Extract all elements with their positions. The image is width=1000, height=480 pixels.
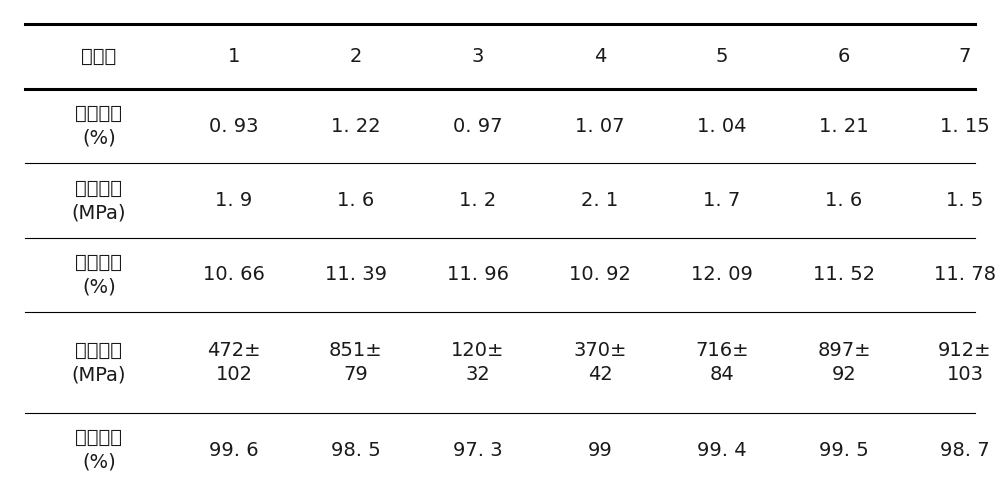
Text: 11. 39: 11. 39 (325, 265, 387, 284)
Text: 10. 66: 10. 66 (203, 265, 265, 284)
Text: 1. 6: 1. 6 (337, 191, 375, 210)
Text: 99. 6: 99. 6 (209, 441, 259, 459)
Text: 1. 2: 1. 2 (459, 191, 497, 210)
Text: 相对密度
(%): 相对密度 (%) (76, 428, 122, 472)
Text: 98. 7: 98. 7 (940, 441, 990, 459)
Text: 固化收缩
(%): 固化收缩 (%) (76, 104, 122, 148)
Text: 1. 15: 1. 15 (940, 117, 990, 135)
Text: 7: 7 (959, 47, 971, 66)
Text: 抗弯强度
(MPa): 抗弯强度 (MPa) (72, 341, 126, 384)
Text: 0. 97: 0. 97 (453, 117, 503, 135)
Text: 1. 21: 1. 21 (819, 117, 869, 135)
Text: 1. 04: 1. 04 (697, 117, 747, 135)
Text: 897±
92: 897± 92 (817, 341, 871, 384)
Text: 5: 5 (716, 47, 728, 66)
Text: 4: 4 (594, 47, 606, 66)
Text: 2. 1: 2. 1 (581, 191, 619, 210)
Text: 716±
84: 716± 84 (695, 341, 749, 384)
Text: 抗压强度
(MPa): 抗压强度 (MPa) (72, 179, 126, 222)
Text: 实施例: 实施例 (81, 47, 117, 66)
Text: 3: 3 (472, 47, 484, 66)
Text: 1. 22: 1. 22 (331, 117, 381, 135)
Text: 98. 5: 98. 5 (331, 441, 381, 459)
Text: 912±
103: 912± 103 (938, 341, 992, 384)
Text: 99: 99 (588, 441, 612, 459)
Text: 472±
102: 472± 102 (207, 341, 261, 384)
Text: 1: 1 (228, 47, 240, 66)
Text: 370±
42: 370± 42 (573, 341, 627, 384)
Text: 2: 2 (350, 47, 362, 66)
Text: 851±
79: 851± 79 (329, 341, 383, 384)
Text: 11. 78: 11. 78 (934, 265, 996, 284)
Text: 1. 6: 1. 6 (825, 191, 863, 210)
Text: 6: 6 (838, 47, 850, 66)
Text: 10. 92: 10. 92 (569, 265, 631, 284)
Text: 99. 5: 99. 5 (819, 441, 869, 459)
Text: 1. 07: 1. 07 (575, 117, 625, 135)
Text: 120±
32: 120± 32 (451, 341, 505, 384)
Text: 11. 52: 11. 52 (813, 265, 875, 284)
Text: 1. 5: 1. 5 (946, 191, 984, 210)
Text: 12. 09: 12. 09 (691, 265, 753, 284)
Text: 11. 96: 11. 96 (447, 265, 509, 284)
Text: 1. 9: 1. 9 (215, 191, 253, 210)
Text: 烧结收缩
(%): 烧结收缩 (%) (76, 253, 122, 297)
Text: 1. 7: 1. 7 (703, 191, 741, 210)
Text: 0. 93: 0. 93 (209, 117, 259, 135)
Text: 99. 4: 99. 4 (697, 441, 747, 459)
Text: 97. 3: 97. 3 (453, 441, 503, 459)
